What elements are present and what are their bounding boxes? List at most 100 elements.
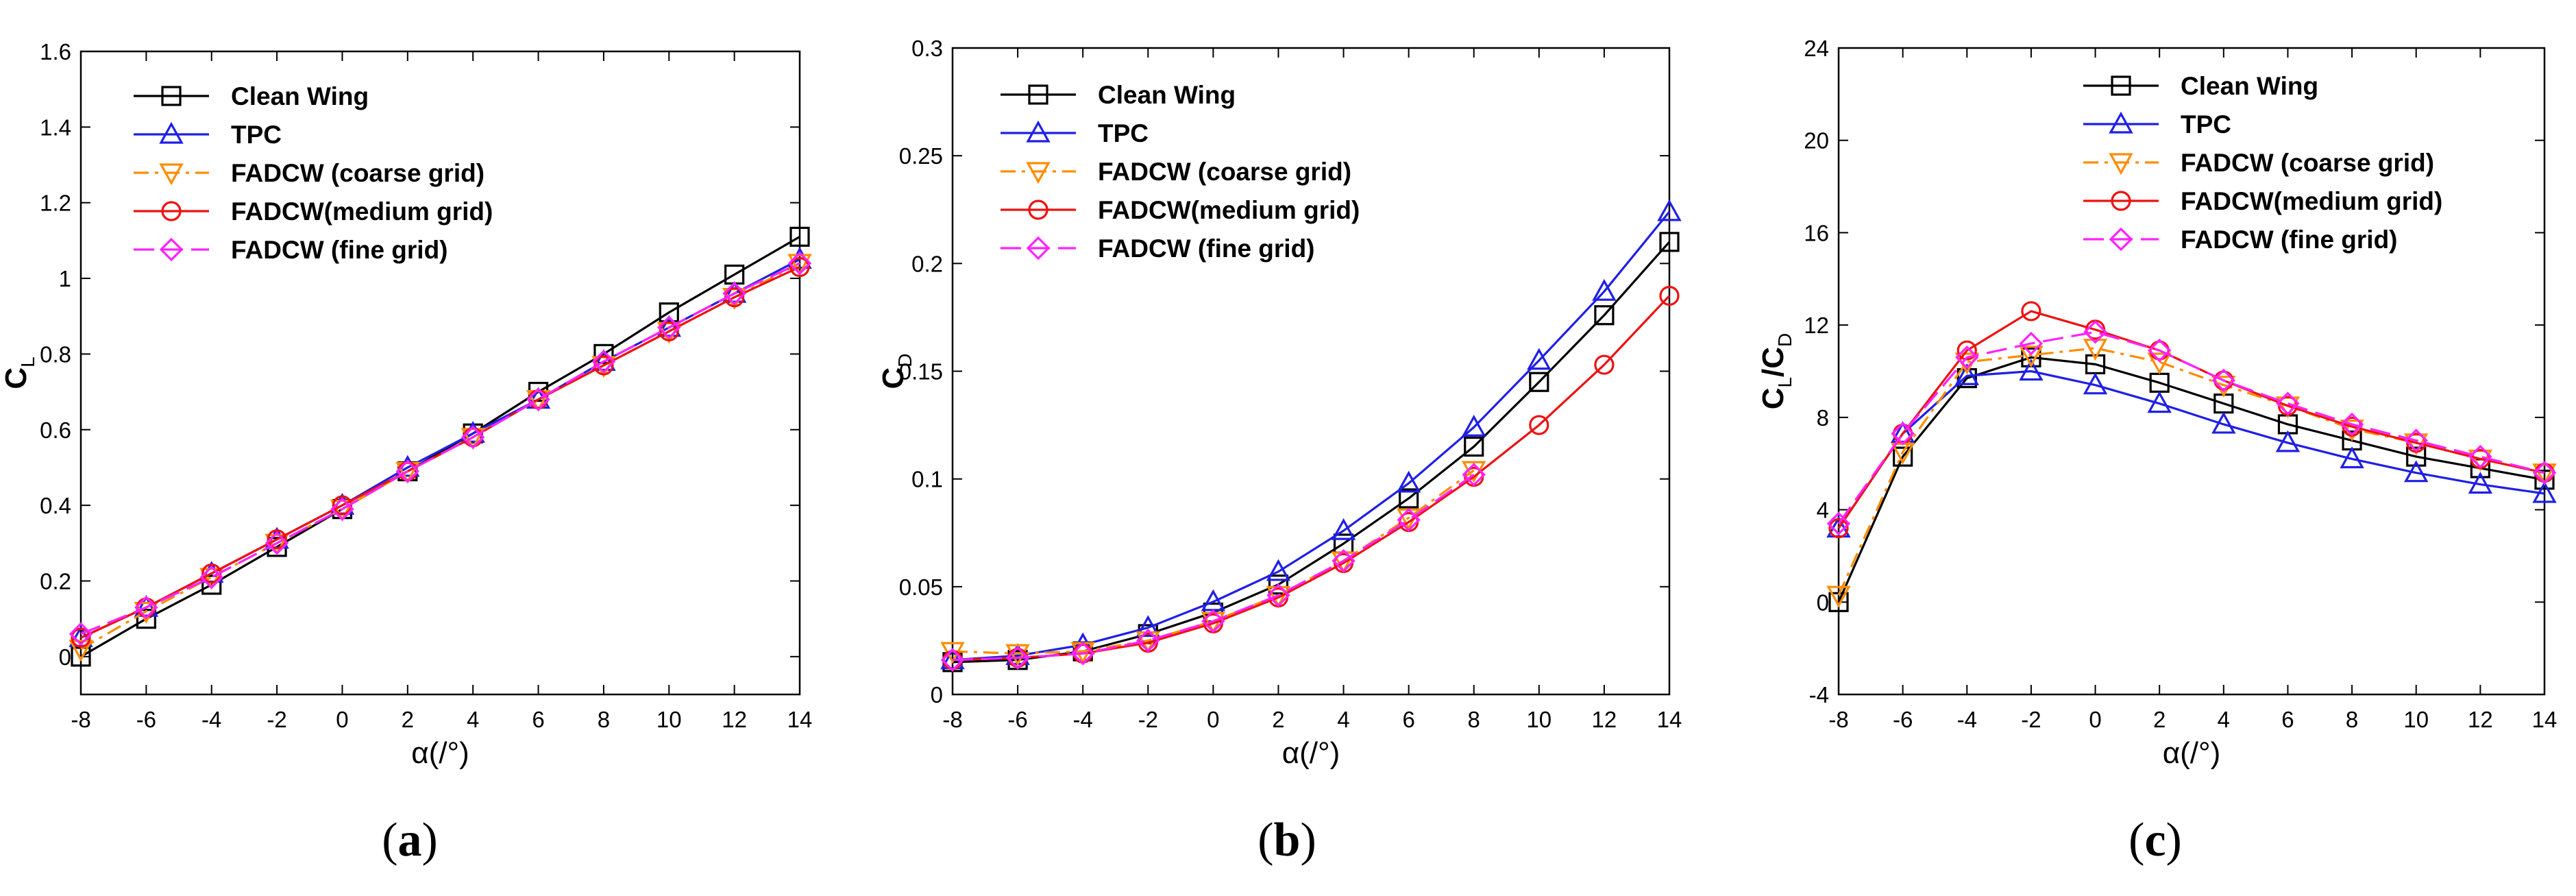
y-tick-label: 8 — [1817, 405, 1829, 431]
y-tick-label: 24 — [1804, 36, 1829, 61]
x-tick-label: -4 — [1073, 707, 1093, 732]
x-tick-label: 6 — [2281, 707, 2294, 732]
legend-label-4: FADCW (fine grid) — [2181, 226, 2398, 254]
data-point — [330, 497, 354, 521]
data-point — [1657, 199, 1682, 221]
caption-letter: c — [2144, 814, 2166, 867]
y-tick-label: 1.2 — [40, 191, 71, 216]
legend-marker-1 — [2109, 111, 2133, 134]
y-tick-label: 0.4 — [40, 493, 71, 518]
data-point — [593, 343, 614, 365]
data-point — [461, 425, 485, 450]
data-point — [1891, 422, 1915, 446]
y-axis-label-main: C — [876, 367, 910, 389]
data-point — [199, 565, 223, 590]
legend-label-0: Clean Wing — [231, 82, 369, 110]
data-point — [2532, 481, 2557, 503]
caption-open-paren: ( — [1258, 814, 1273, 867]
x-tick-label: -2 — [2021, 707, 2041, 732]
chart-c: -8 -6 -4 -2 0 2 4 6 8 10 12 14-404812162024α(/°)CL/… — [1756, 36, 2557, 867]
data-point — [1956, 340, 1977, 361]
y-axis-label: CL — [0, 356, 38, 389]
data-point — [1659, 285, 1680, 306]
data-point — [134, 595, 158, 620]
x-tick-label: -8 — [942, 707, 962, 732]
legend-marker-1 — [1026, 120, 1051, 143]
data-point — [787, 254, 812, 276]
data-point — [657, 315, 681, 340]
legend-marker-4 — [1026, 236, 1051, 261]
data-point — [2021, 301, 2041, 322]
data-point — [1399, 488, 1419, 509]
data-point — [1464, 436, 1484, 457]
x-axis-label: α(/°) — [2163, 736, 2221, 770]
data-point — [1527, 348, 1551, 370]
data-point — [940, 648, 965, 672]
data-point — [526, 387, 550, 411]
legend-marker-2 — [159, 163, 184, 186]
chart-b: -8 -6 -4 -2 0 2 4 6 8 10 12 14 0 0.05 0.1 0.15 0.2 0.25 0.… — [876, 36, 1682, 867]
data-point — [2340, 446, 2364, 469]
data-point — [1592, 278, 1617, 301]
data-point — [1268, 574, 1289, 595]
data-point — [2019, 331, 2044, 356]
caption-close-paren: ) — [422, 814, 438, 867]
legend-label-2: FADCW (coarse grid) — [1098, 158, 1351, 186]
series-line-1 — [80, 258, 800, 639]
data-point — [593, 355, 614, 376]
legend-label-3: FADCW(medium grid) — [231, 197, 493, 226]
legend-marker-3 — [2111, 191, 2131, 211]
x-tick-label: 12 — [2468, 707, 2493, 732]
data-point — [1266, 583, 1290, 607]
data-point — [1955, 346, 1979, 370]
legend-marker-4 — [2109, 227, 2133, 252]
data-point — [1070, 642, 1095, 666]
y-axis-label-subscript-2: D — [1774, 333, 1795, 347]
data-point — [1136, 629, 1160, 653]
data-point — [1005, 646, 1030, 670]
y-tick-label: 0.15 — [899, 359, 943, 385]
y-tick-label: 1.4 — [40, 114, 71, 140]
panel-caption: (b) — [1258, 814, 1316, 867]
y-tick-label: 0.25 — [899, 143, 943, 169]
y-tick-label: 0.2 — [911, 251, 943, 276]
y-tick-label: 16 — [1804, 220, 1829, 245]
y-tick-label: 0 — [59, 644, 71, 670]
y-tick-label: 0.8 — [40, 341, 71, 367]
x-tick-label: 14 — [787, 707, 813, 732]
data-point — [2275, 430, 2301, 452]
data-point — [1201, 609, 1225, 633]
legend-marker-3 — [1028, 199, 1048, 220]
y-axis-label-main: C — [1756, 388, 1790, 410]
data-point — [1954, 363, 1979, 385]
series-line-2 — [80, 262, 800, 651]
x-tick-label: 6 — [1402, 707, 1414, 732]
data-point — [267, 529, 287, 550]
data-point — [1396, 470, 1421, 493]
x-tick-label: 4 — [2218, 707, 2230, 732]
data-point — [2404, 428, 2428, 452]
x-tick-label: -8 — [71, 707, 90, 732]
series-line-4 — [1837, 330, 2545, 524]
y-axis-label: CL/CD — [1756, 333, 1795, 410]
x-tick-label: 14 — [1657, 707, 1682, 732]
data-point — [2147, 352, 2172, 375]
data-point — [1331, 518, 1356, 540]
x-tick-label: 0 — [1207, 707, 1219, 732]
data-point — [591, 350, 616, 374]
y-tick-label: 1 — [59, 266, 71, 291]
x-tick-label: 10 — [657, 707, 682, 732]
x-tick-label: 12 — [722, 707, 747, 732]
series-line-3 — [1837, 310, 2545, 529]
legend-marker-0 — [161, 86, 182, 106]
data-point — [1826, 511, 1851, 536]
data-point — [591, 349, 616, 372]
data-point — [1462, 414, 1486, 437]
x-tick-label: -6 — [1007, 707, 1027, 732]
data-point — [2404, 460, 2429, 483]
data-point — [1828, 518, 1849, 539]
series-line-1 — [1837, 370, 2545, 529]
y-tick-label: 12 — [1804, 313, 1829, 338]
caption-letter: b — [1274, 814, 1301, 867]
data-point — [2468, 472, 2493, 494]
